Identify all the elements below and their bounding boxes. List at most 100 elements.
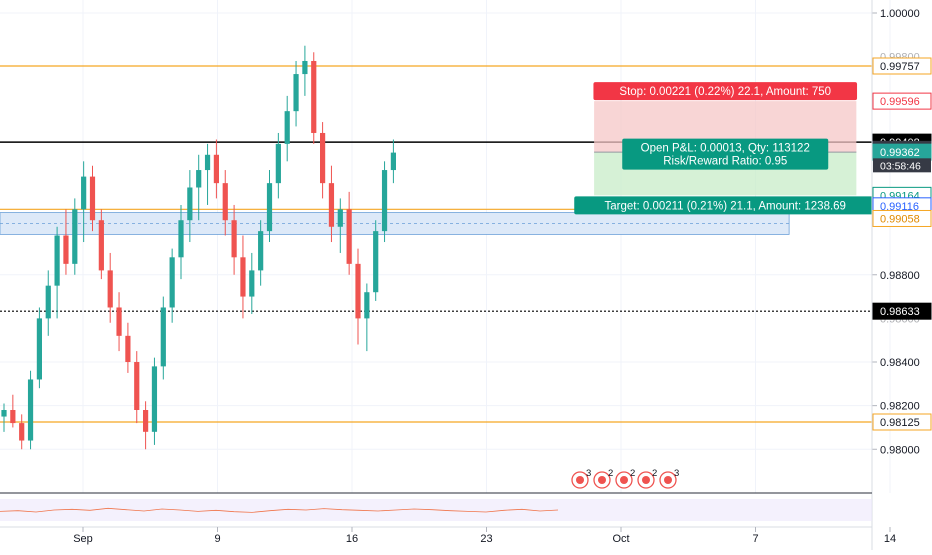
x-tick-label: Sep <box>73 533 93 545</box>
candle-body <box>10 410 16 424</box>
event-count: 2 <box>652 468 657 479</box>
x-tick-label: 23 <box>480 533 492 545</box>
candle-body <box>125 335 131 363</box>
x-tick-label: Oct <box>612 533 629 545</box>
y-tick-label: 0.98400 <box>880 357 920 369</box>
position-label-text: Stop: 0.00221 (0.22%) 22.1, Amount: 750 <box>619 86 831 98</box>
y-tick-label: 0.98800 <box>880 270 920 282</box>
x-tick-label: 16 <box>346 533 358 545</box>
candle-body <box>337 209 343 227</box>
candle-body <box>204 154 211 171</box>
candle-body <box>284 111 290 144</box>
support-zone[interactable] <box>0 212 790 235</box>
x-tick-label: 14 <box>884 533 896 545</box>
countdown-label: 03:58:46 <box>880 160 921 172</box>
candle-body <box>196 170 202 188</box>
position-label: Stop: 0.00221 (0.22%) 22.1, Amount: 750 <box>593 82 858 101</box>
candle-body <box>151 366 158 432</box>
candle-body <box>364 292 370 319</box>
position-label-text: Risk/Reward Ratio: 0.95 <box>663 156 787 168</box>
position-tool[interactable]: Stop: 0.00221 (0.22%) 22.1, Amount: 750 O… <box>574 82 877 215</box>
x-tick-label: 9 <box>214 533 220 545</box>
candle-body <box>98 220 104 271</box>
candle-body <box>355 263 361 319</box>
candle-body <box>275 143 281 184</box>
position-label-bg <box>574 196 877 215</box>
price-badge-stop <box>872 92 932 110</box>
event-flag-icon <box>642 476 650 484</box>
level-price-badge <box>872 413 932 431</box>
candle-body <box>19 423 25 441</box>
event-flag-icon <box>598 476 606 484</box>
position-label: Open P&L: 0.00013, Qty: 113122Risk/Rewar… <box>622 138 829 170</box>
candle-body <box>107 270 113 308</box>
rsi-pane <box>0 492 872 521</box>
level-price-label: 0.98125 <box>880 417 920 429</box>
candle-body <box>169 257 175 308</box>
candle-body <box>373 231 379 293</box>
event-count: 3 <box>674 468 679 479</box>
event-markers[interactable]: 3 2 2 2 3 <box>571 468 679 489</box>
candle-body <box>346 209 352 264</box>
candle-body <box>72 209 78 264</box>
candle-body <box>187 187 193 221</box>
event-flag-icon <box>620 476 628 484</box>
position-label-text: Open P&L: 0.00013, Qty: 113122 <box>641 143 810 155</box>
candle-body <box>328 183 335 227</box>
price-badge-label: 0.99362 <box>880 147 920 159</box>
candle-body <box>1 410 7 417</box>
candles <box>1 45 396 450</box>
candle-body <box>302 60 308 75</box>
candle-body <box>222 183 228 221</box>
position-label-text: Target: 0.00211 (0.21%) 21.1, Amount: 12… <box>605 200 846 212</box>
y-tick-label: 1.00000 <box>880 8 920 20</box>
candle-body <box>134 362 140 411</box>
candle-body <box>311 60 317 133</box>
event-flag-icon <box>576 476 584 484</box>
candle-body <box>160 307 166 367</box>
y-tick-label: 0.98200 <box>880 401 920 413</box>
x-tick-label: 7 <box>752 533 758 545</box>
candle-body <box>54 235 60 286</box>
candle-body <box>266 183 273 232</box>
candle-body <box>178 220 184 258</box>
level-price-badge <box>872 57 932 75</box>
candle-body <box>116 307 122 336</box>
event-count: 2 <box>630 468 635 479</box>
candle-body <box>231 220 237 258</box>
candle-body <box>381 170 388 232</box>
candle-body <box>240 257 246 297</box>
time-axis[interactable]: Sep 9 16 23 Oct 7 14 <box>0 526 896 545</box>
y-axis-ticks: 1.000000.988000.984000.982000.980000.998… <box>872 8 920 456</box>
event-count: 2 <box>608 468 613 479</box>
level-price-label: 0.98633 <box>880 306 920 318</box>
candle-body <box>63 235 69 264</box>
zone-rect[interactable] <box>0 212 790 235</box>
candle-body <box>81 176 87 210</box>
candle-body <box>45 285 51 319</box>
position-label-bg <box>593 82 858 101</box>
plot-background <box>0 0 872 493</box>
event-count: 3 <box>586 468 591 479</box>
candle-body <box>390 152 396 171</box>
level-price-badge <box>872 302 932 320</box>
countdown-badge <box>873 158 931 173</box>
candle-body <box>258 231 264 271</box>
y-tick-label: 0.98000 <box>880 444 920 456</box>
candle-body <box>143 410 149 432</box>
price-badge-orange <box>872 209 932 227</box>
candle-body <box>36 318 42 380</box>
candle-body <box>293 74 299 112</box>
candle-body <box>249 270 255 297</box>
position-label-bg <box>622 138 829 170</box>
rsi-line <box>0 507 559 513</box>
event-flag-icon <box>664 476 672 484</box>
candle-body <box>320 132 326 184</box>
price-axis[interactable]: 0.995960.993750.993620.991640.991160.990… <box>871 0 932 550</box>
candle-body <box>27 379 34 441</box>
position-label: Target: 0.00211 (0.21%) 21.1, Amount: 12… <box>574 196 877 215</box>
price-badge-label: 0.99058 <box>880 213 920 225</box>
candle-body <box>89 176 96 221</box>
